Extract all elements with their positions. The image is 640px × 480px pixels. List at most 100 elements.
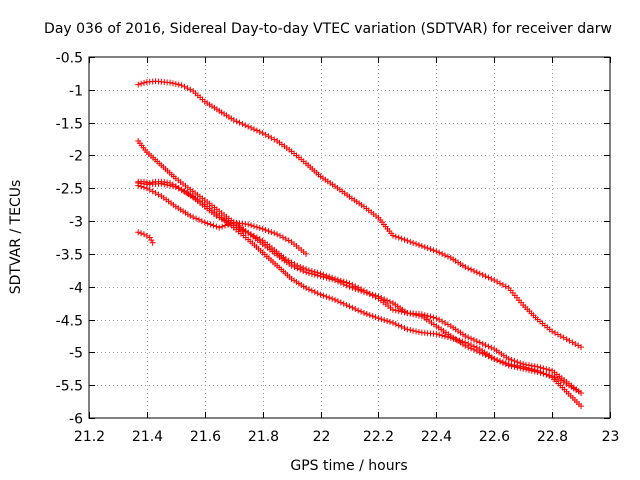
data-point-track-d <box>190 214 197 221</box>
data-point-track-e <box>517 365 524 372</box>
data-point-track-e <box>468 345 475 352</box>
data-point-track-a <box>181 83 188 90</box>
y-tick-label: -4 <box>69 281 83 297</box>
data-point-track-a <box>253 127 260 134</box>
data-point-track-a <box>554 331 561 338</box>
data-point-track-d <box>248 222 255 229</box>
data-point-track-c <box>305 286 312 293</box>
data-point-track-c <box>346 303 353 310</box>
y-tick-label: -1.5 <box>56 117 83 133</box>
data-point-track-c <box>360 309 367 316</box>
data-point-track-b <box>546 366 553 373</box>
data-point-track-c <box>340 300 347 307</box>
data-point-track-e <box>508 363 515 370</box>
data-point-track-a <box>418 243 425 250</box>
y-tick-label: -3 <box>69 215 83 231</box>
data-point-track-e <box>473 348 480 355</box>
data-point-track-d <box>285 237 292 244</box>
data-point-track-c <box>308 287 315 294</box>
data-point-track-a <box>233 118 240 125</box>
data-point-track-d <box>271 230 278 237</box>
data-point-track-c <box>337 299 344 306</box>
x-tick-label: 22.6 <box>479 429 510 445</box>
data-point-track-c <box>320 292 327 299</box>
data-point-track-c <box>387 318 394 325</box>
data-point-track-a <box>442 252 449 259</box>
data-point-track-e <box>143 179 150 186</box>
y-tick-label: -6 <box>69 412 83 428</box>
plot-frame <box>88 56 611 419</box>
x-tick-label: 23 <box>602 429 620 445</box>
data-point-track-e <box>320 271 327 278</box>
data-point-track-a <box>401 236 408 243</box>
data-point-track-e <box>349 281 356 288</box>
data-point-track-a <box>175 81 182 88</box>
data-point-track-a <box>436 249 443 256</box>
y-tick-label: -0.5 <box>56 51 83 67</box>
data-point-track-e <box>470 346 477 353</box>
data-point-track-e <box>520 365 527 372</box>
data-point-track-e <box>245 229 252 236</box>
data-point-track-d <box>253 224 260 231</box>
data-point-track-d <box>198 218 205 225</box>
data-point-track-c <box>415 329 422 336</box>
data-point-track-c <box>369 313 376 320</box>
data-point-track-a <box>421 244 428 251</box>
data-point-track-e <box>239 227 246 234</box>
data-point-track-a <box>502 283 509 290</box>
data-point-track-a <box>413 240 420 247</box>
data-point-track-c <box>311 288 318 295</box>
data-point-track-e <box>334 276 341 283</box>
data-point-track-c <box>358 308 365 315</box>
axis-ticks: 21.2 21.4 21.6 21.8 22 22.2 22.4 22.6 22.8 23 -0.5… <box>56 51 620 446</box>
data-point-track-a <box>470 267 477 274</box>
data-point-track-e <box>462 342 469 349</box>
data-point-track-a <box>473 269 480 276</box>
data-point-track-d <box>256 225 263 232</box>
data-point-track-a <box>465 265 472 272</box>
data-point-track-e <box>398 308 405 315</box>
data-point-track-e <box>314 269 321 276</box>
data-point-track-b <box>444 321 451 328</box>
data-point-track-e <box>352 283 359 290</box>
data-point-track-b <box>543 366 550 373</box>
data-point-track-e <box>363 289 370 296</box>
y-tick-label: -5 <box>69 346 83 362</box>
data-point-track-d <box>146 186 153 193</box>
data-point-track-a <box>230 117 237 124</box>
data-point-track-c <box>355 307 362 314</box>
data-point-track-e <box>479 350 486 357</box>
data-point-track-a <box>468 266 475 273</box>
x-tick-label: 22.4 <box>421 429 452 445</box>
data-point-track-e <box>389 306 396 313</box>
data-point-track-c <box>413 328 420 335</box>
data-point-track-e <box>578 390 585 397</box>
data-point-track-c <box>329 295 336 302</box>
data-point-track-a <box>236 119 243 126</box>
data-point-track-e <box>358 286 365 293</box>
data-point-track-c <box>389 319 396 326</box>
data-point-track-a <box>239 120 246 127</box>
data-point-track-b <box>488 344 495 351</box>
data-point-track-c <box>378 316 385 323</box>
x-tick-label: 22.8 <box>537 429 568 445</box>
data-point-track-c <box>439 332 446 339</box>
x-tick-label: 21.8 <box>248 429 279 445</box>
y-tick-label: -1 <box>69 84 83 100</box>
data-point-track-b <box>482 342 489 349</box>
data-point-track-c <box>442 333 449 340</box>
data-point-track-e <box>488 354 495 361</box>
data-point-track-c <box>433 330 440 337</box>
data-point-track-c <box>372 314 379 321</box>
data-point-track-e <box>476 349 483 356</box>
data-point-track-a <box>479 271 486 278</box>
data-point-track-d <box>207 221 214 228</box>
data-point-track-e <box>543 371 550 378</box>
data-point-track-e <box>525 367 532 374</box>
data-point-track-a <box>138 80 145 87</box>
data-point-track-e <box>540 370 547 377</box>
chart-title: Day 036 of 2016, Sidereal Day-to-day VTE… <box>44 21 612 37</box>
data-point-track-c <box>314 290 321 297</box>
data-point-track-a <box>398 235 405 242</box>
